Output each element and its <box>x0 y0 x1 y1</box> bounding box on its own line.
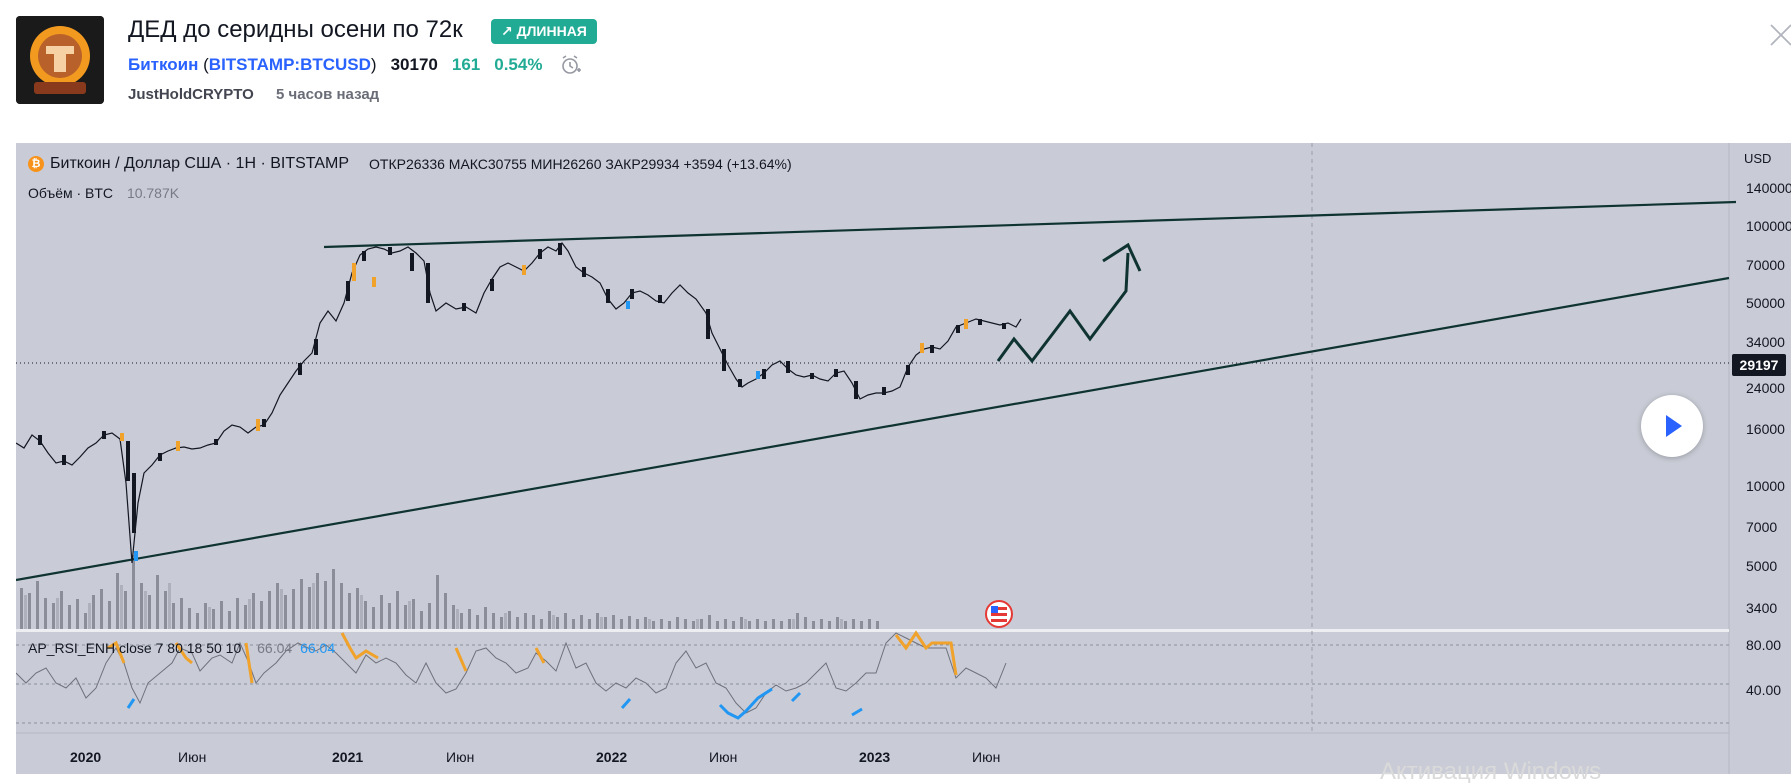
candlesticks <box>16 242 1022 564</box>
author-row: JustHoldCRYPTO 5 часов назад <box>128 86 379 103</box>
y-tick-70000: 70000 <box>1746 257 1785 273</box>
time-axis[interactable]: 2020 Июн 2021 Июн 2022 Июн 2023 Июн <box>70 749 1000 765</box>
y-tick-7000: 7000 <box>1746 519 1777 535</box>
volume-legend: Объём · BTC 10.787K <box>28 185 179 201</box>
alarm-clock-icon[interactable] <box>560 54 582 76</box>
resistance-trendline[interactable] <box>323 200 1737 249</box>
symbol-name[interactable]: Биткоин <box>128 55 199 74</box>
legend-title[interactable]: Биткоин / Доллар США · 1H · BITSTAMP <box>50 155 350 172</box>
idea-title: ДЕД до серидны осени по 72к <box>128 16 463 43</box>
volume-value: 10.787K <box>126 185 180 201</box>
play-button[interactable] <box>1641 395 1703 457</box>
rsi-line <box>16 632 1007 714</box>
symbol-ticker[interactable]: BITSTAMP:BTCUSD <box>208 55 371 74</box>
x-tick-jun-2022: Июн <box>709 749 737 765</box>
x-tick-2022: 2022 <box>596 749 627 765</box>
price-scale[interactable] <box>1729 143 1791 774</box>
y-tick-50000: 50000 <box>1746 295 1785 311</box>
y-tick-10000: 10000 <box>1746 478 1785 494</box>
symbol-price: 30170 <box>390 55 438 74</box>
currency-label[interactable]: USD <box>1744 151 1772 166</box>
bitcoin-icon: ₿ <box>28 156 44 172</box>
y-tick-100000: 100000 <box>1746 218 1791 234</box>
x-tick-2021: 2021 <box>332 749 363 765</box>
y-tick-5000: 5000 <box>1746 558 1777 574</box>
volume-bars <box>20 555 879 629</box>
y-tick-34000: 34000 <box>1746 334 1785 350</box>
symbol-link[interactable]: Биткоин (BITSTAMP:BTCUSD) <box>128 55 377 74</box>
close-icon[interactable] <box>1768 22 1791 48</box>
rsi-value-2: 66.04 <box>300 640 336 656</box>
windows-activation-watermark: Активация Windows <box>1380 758 1602 783</box>
last-price-tag: 29197 <box>1732 354 1786 376</box>
author-avatar[interactable] <box>16 16 104 104</box>
x-tick-2023: 2023 <box>859 749 890 765</box>
price-chart[interactable]: 140000 100000 70000 50000 34000 24000 16… <box>16 143 1791 774</box>
legend-ohlc: ОТКР26336 МАКС30755 МИН26260 ЗАКР29934 +… <box>369 156 792 172</box>
us-flag-event-icon[interactable] <box>985 600 1013 628</box>
rsi-tick-80: 80.00 <box>1746 637 1781 653</box>
y-tick-3400: 3400 <box>1746 600 1777 616</box>
symbol-change: 161 <box>451 55 481 74</box>
volume-label[interactable]: Объём · BTC <box>28 185 114 201</box>
symbol-change-percent: 0.54% <box>494 55 543 74</box>
symbol-row: Биткоин (BITSTAMP:BTCUSD) 30170 161 0.54… <box>128 54 582 76</box>
x-tick-jun-2021: Июн <box>446 749 474 765</box>
long-badge: ↗ ДЛИННАЯ <box>491 19 597 44</box>
play-icon <box>1666 415 1682 437</box>
projection-arrowhead <box>1102 242 1142 272</box>
x-tick-jun-2020: Июн <box>178 749 206 765</box>
y-tick-16000: 16000 <box>1746 421 1785 437</box>
rsi-value-1: 66.04 <box>257 640 293 656</box>
y-tick-24000: 24000 <box>1746 380 1785 396</box>
support-trendline[interactable] <box>16 276 1730 582</box>
rsi-tick-40: 40.00 <box>1746 682 1781 698</box>
chart-canvas[interactable]: 140000 100000 70000 50000 34000 24000 16… <box>16 143 1791 774</box>
y-tick-140000: 140000 <box>1746 180 1791 196</box>
x-tick-2020: 2020 <box>70 749 101 765</box>
rsi-legend: AP_RSI_ENH close 7 80 18 50 10 66.04 66.… <box>28 640 335 656</box>
author-name[interactable]: JustHoldCRYPTO <box>128 86 254 103</box>
projection-path[interactable] <box>996 252 1130 364</box>
x-tick-jun-2023: Июн <box>972 749 1000 765</box>
chart-legend: ₿ Биткоин / Доллар США · 1H · BITSTAMP О… <box>28 155 792 173</box>
published-time: 5 часов назад <box>276 86 380 103</box>
rsi-label[interactable]: AP_RSI_ENH close 7 80 18 50 10 <box>28 640 242 656</box>
